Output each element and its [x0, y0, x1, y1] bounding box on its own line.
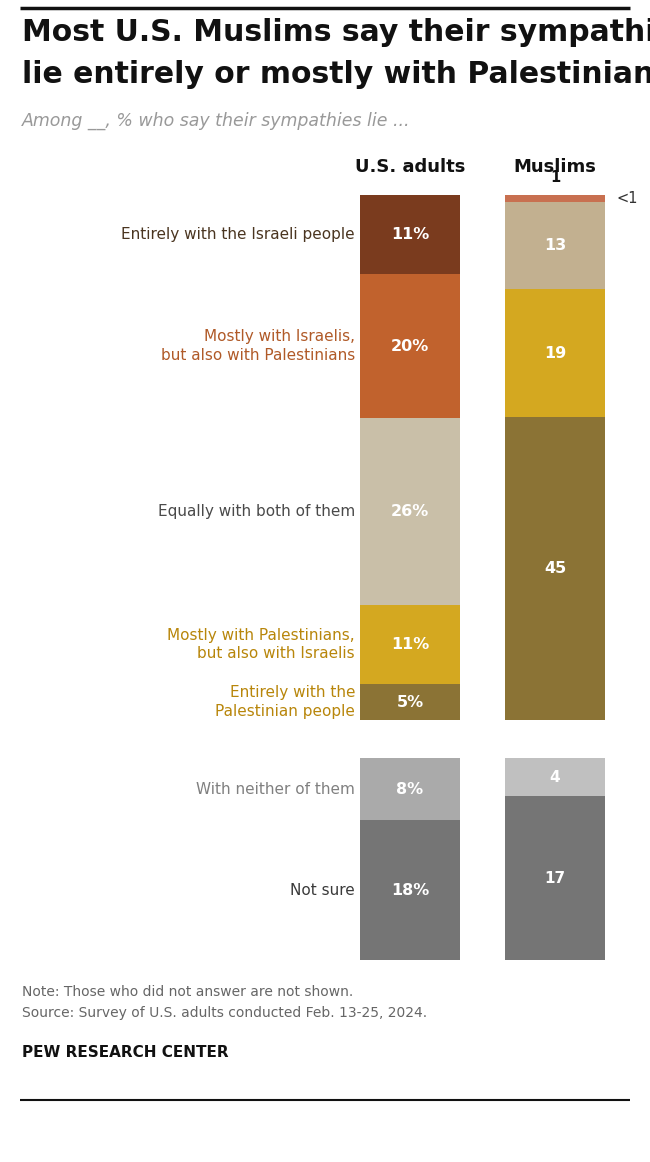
- Text: 4: 4: [550, 769, 560, 784]
- Text: lie entirely or mostly with Palestinians: lie entirely or mostly with Palestinians: [22, 60, 650, 89]
- Text: Equally with both of them: Equally with both of them: [158, 504, 355, 519]
- Text: With neither of them: With neither of them: [196, 782, 355, 797]
- Text: 1: 1: [550, 170, 560, 185]
- Text: Most U.S. Muslims say their sympathies: Most U.S. Muslims say their sympathies: [22, 17, 650, 46]
- Bar: [505, 796, 605, 960]
- Bar: [360, 605, 460, 684]
- Text: PEW RESEARCH CENTER: PEW RESEARCH CENTER: [22, 1045, 229, 1060]
- Text: Mostly with Palestinians,
but also with Israelis: Mostly with Palestinians, but also with …: [168, 627, 355, 661]
- Text: 26%: 26%: [391, 504, 429, 519]
- Bar: [360, 758, 460, 820]
- Text: 45: 45: [544, 561, 566, 576]
- Bar: [360, 418, 460, 605]
- Text: Note: Those who did not answer are not shown.
Source: Survey of U.S. adults cond: Note: Those who did not answer are not s…: [22, 985, 427, 1019]
- Text: 17: 17: [545, 870, 566, 885]
- Bar: [505, 289, 605, 417]
- Text: 18%: 18%: [391, 883, 429, 897]
- Text: Entirely with the
Palestinian people: Entirely with the Palestinian people: [215, 686, 355, 719]
- Text: Mostly with Israelis,
but also with Palestinians: Mostly with Israelis, but also with Pale…: [161, 329, 355, 363]
- Text: 11%: 11%: [391, 227, 429, 242]
- Text: Entirely with the Israeli people: Entirely with the Israeli people: [122, 227, 355, 242]
- Bar: [505, 202, 605, 289]
- Text: 11%: 11%: [391, 637, 429, 652]
- Bar: [505, 758, 605, 796]
- Text: 13: 13: [544, 238, 566, 253]
- Bar: [360, 684, 460, 720]
- Bar: [360, 820, 460, 960]
- Bar: [360, 195, 460, 274]
- Text: Not sure: Not sure: [291, 883, 355, 897]
- Text: 5%: 5%: [396, 695, 424, 710]
- Text: U.S. adults: U.S. adults: [355, 158, 465, 175]
- Text: Muslims: Muslims: [514, 158, 597, 175]
- Bar: [505, 195, 605, 202]
- Text: Among __, % who say their sympathies lie ...: Among __, % who say their sympathies lie…: [22, 112, 411, 130]
- Text: 20%: 20%: [391, 338, 429, 353]
- Bar: [505, 417, 605, 720]
- Bar: [360, 274, 460, 418]
- Text: 19: 19: [544, 345, 566, 360]
- Text: 8%: 8%: [396, 782, 424, 797]
- Text: <1: <1: [617, 191, 638, 206]
